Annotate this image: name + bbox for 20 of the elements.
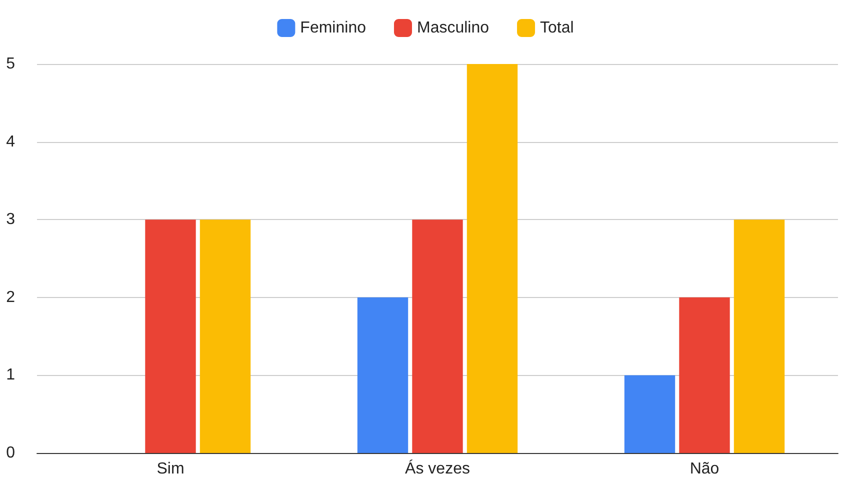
x-tick-label: Ás vezes [405,460,470,478]
bar [357,297,408,453]
y-tick-label: 3 [6,211,16,228]
y-tick-label: 5 [6,56,16,72]
y-tick-label: 1 [6,366,16,384]
bar [466,64,518,453]
bar [624,375,676,453]
y-tick-label: 0 [6,444,16,462]
y-tick-label: 2 [6,288,16,306]
legend-label: Total [540,20,574,36]
x-tick-label: Não [690,460,720,478]
bar [200,220,251,453]
bar [734,220,785,453]
bar [679,297,730,453]
legend-label: Masculino [416,20,490,36]
x-tick-label: Sim [156,460,184,478]
y-tick-label: 4 [6,133,16,150]
bar [412,220,463,453]
legend-label: Feminino [300,20,366,36]
bar [145,220,196,453]
